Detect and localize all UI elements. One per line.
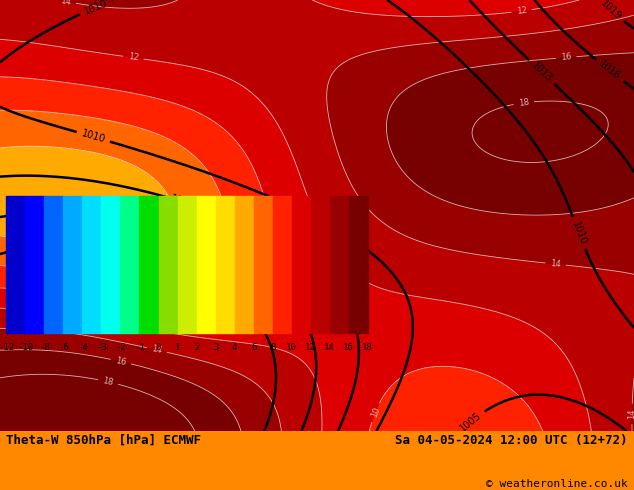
Text: 18: 18: [363, 343, 373, 352]
Text: 1013: 1013: [169, 194, 195, 210]
Text: 16: 16: [344, 343, 354, 352]
Text: -3: -3: [96, 343, 107, 352]
Text: Theta-W 850hPa [hPa] ECMWF: Theta-W 850hPa [hPa] ECMWF: [6, 434, 202, 447]
Text: 8: 8: [270, 343, 275, 352]
Text: 18: 18: [518, 98, 529, 108]
Text: 10: 10: [287, 343, 297, 352]
Text: 16: 16: [560, 52, 572, 62]
Text: 1013: 1013: [529, 60, 554, 84]
Text: 14: 14: [628, 409, 634, 419]
Text: 6: 6: [30, 237, 37, 247]
Text: 14: 14: [325, 343, 335, 352]
Text: 12: 12: [306, 343, 316, 352]
Text: 8: 8: [92, 274, 99, 284]
Text: 1010: 1010: [570, 220, 588, 246]
Text: -1: -1: [134, 343, 145, 352]
Text: © weatheronline.co.uk: © weatheronline.co.uk: [486, 479, 628, 489]
Text: 14: 14: [60, 0, 72, 7]
Text: 10: 10: [100, 296, 112, 307]
Text: 2: 2: [194, 343, 199, 352]
Text: 6: 6: [251, 343, 256, 352]
Text: 3: 3: [213, 343, 218, 352]
Text: 1019: 1019: [598, 0, 623, 22]
Text: -6: -6: [58, 343, 68, 352]
Text: -12: -12: [0, 343, 15, 352]
Text: 1010: 1010: [80, 128, 107, 145]
Text: 1016: 1016: [173, 227, 200, 245]
Text: -8: -8: [39, 343, 49, 352]
Text: 1005: 1005: [458, 410, 484, 433]
Text: 16: 16: [115, 356, 127, 367]
Text: -2: -2: [115, 343, 126, 352]
Text: 1019: 1019: [148, 251, 174, 268]
Text: Sa 04-05-2024 12:00 UTC (12+72): Sa 04-05-2024 12:00 UTC (12+72): [395, 434, 628, 447]
Text: 18: 18: [102, 376, 114, 388]
Text: 1010: 1010: [82, 0, 109, 17]
Text: 10: 10: [369, 406, 382, 419]
Text: 14: 14: [550, 259, 561, 269]
Text: 4: 4: [232, 343, 237, 352]
Text: 1016: 1016: [597, 59, 623, 82]
Text: -4: -4: [77, 343, 87, 352]
Text: -10: -10: [17, 343, 34, 352]
Text: 14: 14: [151, 344, 163, 356]
Text: 1: 1: [175, 343, 180, 352]
Text: 12: 12: [127, 52, 139, 63]
Text: 0: 0: [156, 343, 161, 352]
Text: 12: 12: [121, 319, 133, 330]
Text: 12: 12: [516, 6, 527, 16]
